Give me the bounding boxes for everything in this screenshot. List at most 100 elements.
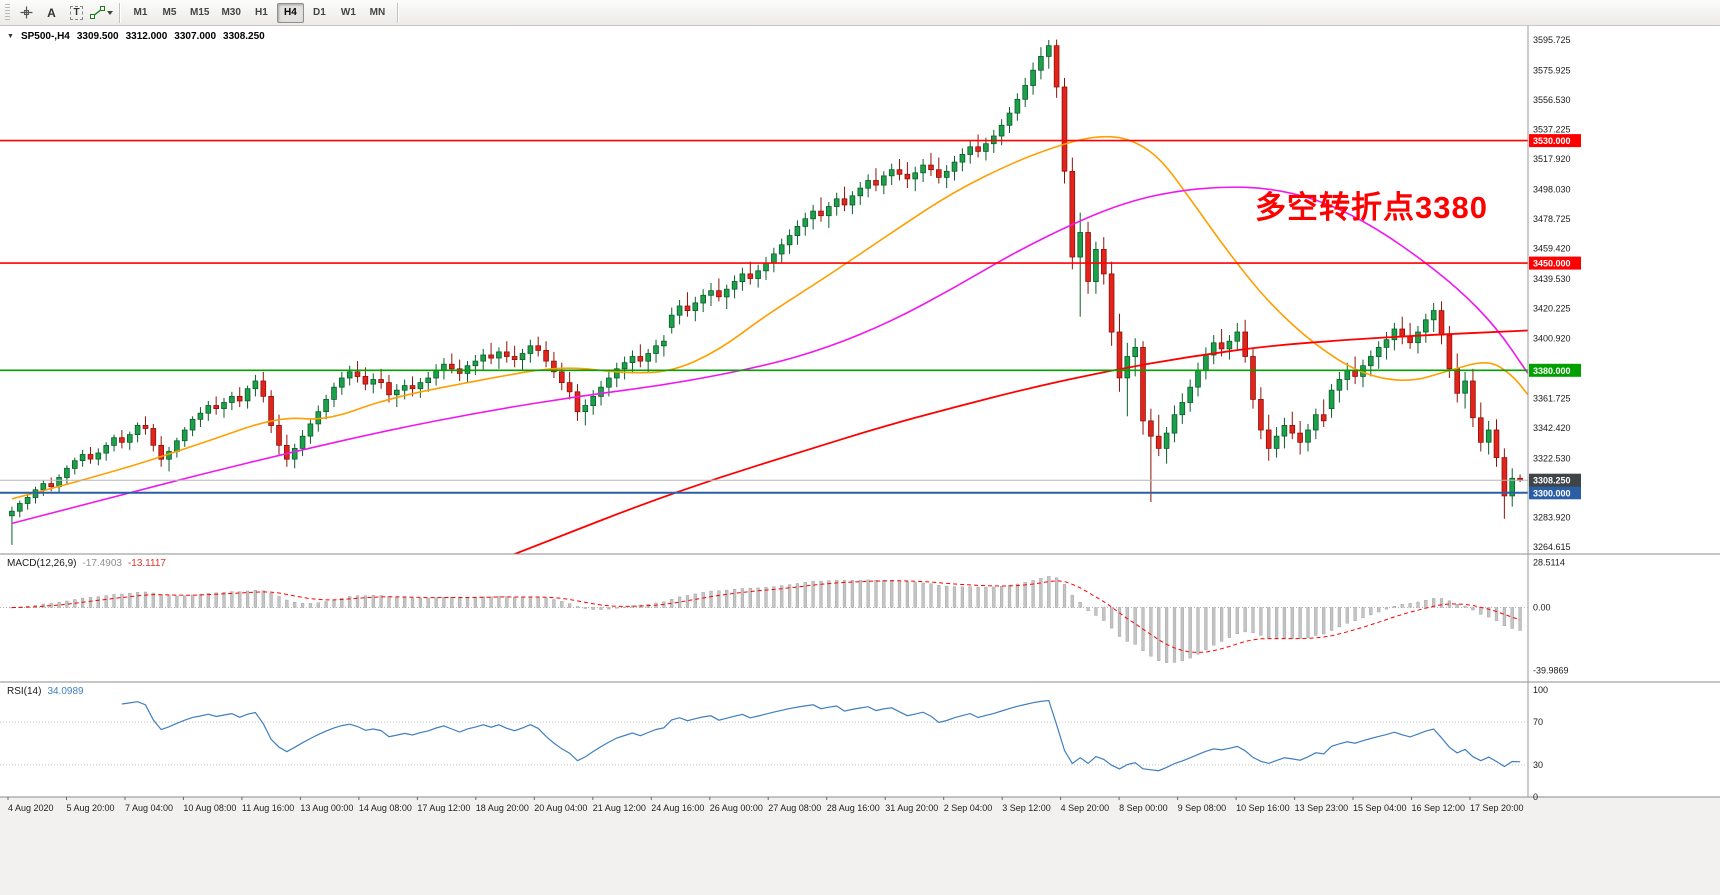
price-tag-3380.000: 3380.000 <box>1529 363 1581 377</box>
macd-histogram <box>10 576 1522 663</box>
svg-text:20 Aug 04:00: 20 Aug 04:00 <box>534 803 587 813</box>
rsi-value: 34.0989 <box>47 686 84 697</box>
svg-text:31 Aug 20:00: 31 Aug 20:00 <box>885 803 938 813</box>
svg-text:3478.725: 3478.725 <box>1533 214 1571 224</box>
timeframe-button-m1[interactable]: M1 <box>127 3 154 23</box>
svg-text:21 Aug 12:00: 21 Aug 12:00 <box>593 803 646 813</box>
svg-text:5 Aug 20:00: 5 Aug 20:00 <box>67 803 115 813</box>
svg-text:3595.725: 3595.725 <box>1533 35 1571 45</box>
timeframe-button-m5[interactable]: M5 <box>156 3 183 23</box>
chart-background <box>0 26 1720 797</box>
svg-text:3537.225: 3537.225 <box>1533 125 1571 135</box>
macd-title: MACD(12,26,9) <box>7 558 77 569</box>
timeframe-button-h4[interactable]: H4 <box>276 2 304 23</box>
svg-text:3556.530: 3556.530 <box>1533 95 1571 105</box>
chart-ohlc-header: ▼ SP500-,H4 3309.500 3312.000 3307.000 3… <box>7 31 265 42</box>
svg-text:3575.925: 3575.925 <box>1533 65 1571 75</box>
svg-text:28 Aug 16:00: 28 Aug 16:00 <box>827 803 880 813</box>
pane-separator-macd[interactable] <box>0 552 1720 557</box>
collapse-ohlc-icon[interactable]: ▼ <box>7 33 14 40</box>
draw-text-button[interactable]: A <box>39 2 64 24</box>
ma-line-fast-orange <box>11 135 1528 500</box>
timeframe-group: M1 M5 M15 M30 H1 H4 D1 W1 MN <box>126 2 392 23</box>
ohlc-high: 3312.000 <box>125 31 168 42</box>
draw-text-label-label: T <box>70 5 83 20</box>
rsi-indicator-header: RSI(14) 34.0989 <box>7 686 84 697</box>
rsi-line <box>121 699 1521 772</box>
timeframe-button-w1[interactable]: W1 <box>335 3 362 23</box>
timeframe-button-m30[interactable]: M30 <box>216 3 245 23</box>
crosshair-button[interactable] <box>14 2 39 24</box>
svg-text:3308.250: 3308.250 <box>1533 476 1571 486</box>
ohlc-close: 3308.250 <box>223 31 265 42</box>
svg-text:3517.920: 3517.920 <box>1533 154 1571 164</box>
svg-text:18 Aug 20:00: 18 Aug 20:00 <box>476 803 529 813</box>
svg-text:3342.420: 3342.420 <box>1533 423 1571 433</box>
time-axis-labels: 4 Aug 2020 5 Aug 20:00 7 Aug 04:00 10 Aug 0… <box>7 797 1524 813</box>
rsi-axis-labels: 100 70 30 0 <box>1533 685 1548 802</box>
timeframe-button-d1[interactable]: D1 <box>306 3 333 23</box>
macd-signal-value: -13.1117 <box>127 558 166 569</box>
time-axis-strip <box>0 797 1720 895</box>
rsi-title: RSI(14) <box>7 686 42 697</box>
timeframe-button-mn[interactable]: MN <box>364 3 391 23</box>
svg-text:3420.225: 3420.225 <box>1533 304 1571 314</box>
svg-text:10 Aug 08:00: 10 Aug 08:00 <box>183 803 236 813</box>
svg-text:3498.030: 3498.030 <box>1533 185 1571 195</box>
svg-text:17 Aug 12:00: 17 Aug 12:00 <box>417 803 470 813</box>
chevron-down-icon <box>107 10 113 15</box>
svg-text:27 Aug 08:00: 27 Aug 08:00 <box>768 803 821 813</box>
timeframe-button-m15[interactable]: M15 <box>185 3 214 23</box>
svg-text:3450.000: 3450.000 <box>1533 259 1571 269</box>
svg-text:11 Aug 16:00: 11 Aug 16:00 <box>242 803 294 813</box>
timeframe-button-h1[interactable]: H1 <box>248 3 275 23</box>
svg-text:4 Sep 20:00: 4 Sep 20:00 <box>1061 803 1110 813</box>
svg-text:70: 70 <box>1533 717 1543 727</box>
svg-text:3264.615: 3264.615 <box>1533 542 1571 552</box>
pane-separator-rsi[interactable] <box>0 680 1720 685</box>
macd-signal-line <box>11 580 1521 654</box>
svg-text:13 Aug 00:00: 13 Aug 00:00 <box>300 803 353 813</box>
macd-indicator-header: MACD(12,26,9) -17.4903 -13.1117 <box>7 558 166 569</box>
svg-text:30: 30 <box>1533 760 1543 770</box>
svg-text:2 Sep 04:00: 2 Sep 04:00 <box>944 803 993 813</box>
svg-text:3300.000: 3300.000 <box>1533 488 1571 498</box>
line-studies-button[interactable] <box>89 2 114 24</box>
crosshair-icon <box>20 6 33 19</box>
svg-text:24 Aug 16:00: 24 Aug 16:00 <box>651 803 704 813</box>
svg-text:3459.420: 3459.420 <box>1533 244 1571 254</box>
price-tag-3530.000: 3530.000 <box>1529 134 1581 148</box>
ohlc-low: 3307.000 <box>174 31 217 42</box>
svg-text:3439.530: 3439.530 <box>1533 274 1571 284</box>
svg-text:3322.530: 3322.530 <box>1533 453 1571 463</box>
draw-text-label: A <box>47 5 56 20</box>
svg-text:3361.725: 3361.725 <box>1533 393 1571 403</box>
svg-text:28.5114: 28.5114 <box>1533 558 1565 568</box>
svg-text:8 Sep 00:00: 8 Sep 00:00 <box>1119 803 1168 813</box>
svg-text:4 Aug 2020: 4 Aug 2020 <box>8 803 54 813</box>
macd-main-value: -17.4903 <box>82 558 122 569</box>
svg-text:3380.000: 3380.000 <box>1533 366 1571 376</box>
time-axis[interactable] <box>0 797 1528 823</box>
svg-text:15 Sep 04:00: 15 Sep 04:00 <box>1353 803 1407 813</box>
svg-text:-39.9869: -39.9869 <box>1533 666 1569 676</box>
svg-text:7 Aug 04:00: 7 Aug 04:00 <box>125 803 173 813</box>
svg-text:3400.920: 3400.920 <box>1533 333 1571 343</box>
svg-text:3283.920: 3283.920 <box>1533 512 1571 522</box>
svg-text:14 Aug 08:00: 14 Aug 08:00 <box>359 803 412 813</box>
toolbar-separator <box>119 2 121 23</box>
candles-group <box>9 39 1523 545</box>
trendline-icon <box>90 6 105 19</box>
svg-text:100: 100 <box>1533 685 1548 695</box>
toolbar-grip[interactable] <box>5 3 10 22</box>
svg-text:13 Sep 23:00: 13 Sep 23:00 <box>1295 803 1349 813</box>
chart-annotation-text: 多空转折点3380 <box>1255 190 1488 225</box>
svg-text:3 Sep 12:00: 3 Sep 12:00 <box>1002 803 1051 813</box>
draw-text-label-button[interactable]: T <box>64 2 89 24</box>
toolbar-separator-2 <box>396 2 399 23</box>
svg-text:10 Sep 16:00: 10 Sep 16:00 <box>1236 803 1290 813</box>
